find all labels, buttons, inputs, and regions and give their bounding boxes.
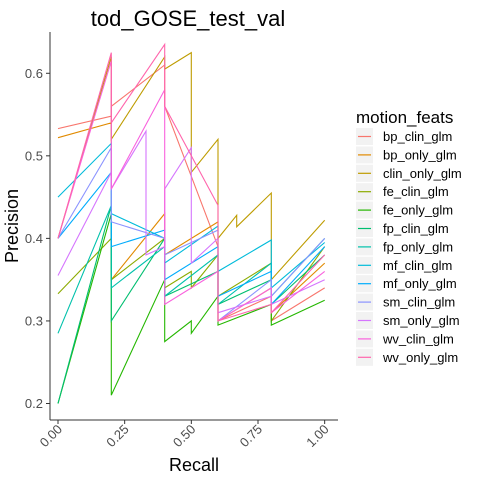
legend-item-label: sm_clin_glm xyxy=(383,295,455,310)
y-axis-title: Precision xyxy=(2,189,22,263)
series-line-wv-only-glm xyxy=(57,42,326,322)
legend-title: motion_feats xyxy=(356,108,453,127)
legend-item-label: sm_only_glm xyxy=(383,313,460,328)
x-axis-title: Recall xyxy=(169,455,219,475)
legend: bp_clin_glm bp_only_glm clin_only_glm fe_cl… xyxy=(356,128,462,366)
legend-item-label: fe_clin_glm xyxy=(383,184,449,199)
legend-item-label: wv_clin_glm xyxy=(382,331,454,346)
legend-item-label: fp_clin_glm xyxy=(383,221,449,236)
y-axis-ticks: 0.2 0.3 0.4 0.5 0.6 xyxy=(25,66,50,411)
legend-item-label: bp_only_glm xyxy=(383,147,457,162)
legend-item-label: fp_only_glm xyxy=(383,239,453,254)
legend-item-label: mf_clin_glm xyxy=(383,258,452,273)
legend-item-label: fe_only_glm xyxy=(383,203,453,218)
y-tick-label: 0.3 xyxy=(25,313,43,328)
y-tick-label: 0.2 xyxy=(25,396,43,411)
legend-item-label: bp_clin_glm xyxy=(383,129,452,144)
chart-title: tod_GOSE_test_val xyxy=(91,6,285,31)
plot-area xyxy=(57,42,326,404)
legend-item-label: mf_only_glm xyxy=(383,276,457,291)
y-tick-label: 0.5 xyxy=(25,148,43,163)
legend-item-label: clin_only_glm xyxy=(383,166,462,181)
series-line-clin-only-glm xyxy=(57,51,326,282)
y-tick-label: 0.6 xyxy=(25,66,43,81)
y-tick-label: 0.4 xyxy=(25,231,43,246)
legend-item-label: wv_only_glm xyxy=(382,350,458,365)
series-line-wv-clin-glm xyxy=(57,60,326,322)
